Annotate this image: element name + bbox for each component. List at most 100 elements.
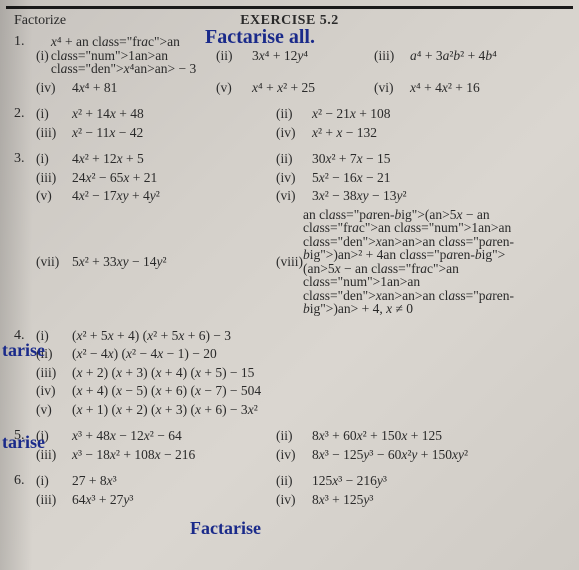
part-expression: x⁴ + an class="frac">an class="num">1an>… xyxy=(51,35,216,76)
part-key: (ii) xyxy=(276,474,312,488)
part-expression: 125x³ − 216y³ xyxy=(312,474,387,488)
part-key: (v) xyxy=(36,403,72,417)
part-expression: (x² + 5x + 4) (x² + 5x + 6) − 3 xyxy=(72,329,231,343)
question-number: 5. xyxy=(14,429,36,443)
part-expression: 4x² − 17xy + 4y² xyxy=(72,189,160,203)
question-part: (i)27 + 8x³ xyxy=(36,474,276,488)
part-key: (iv) xyxy=(36,384,72,398)
part-expression: 4x⁴ + 81 xyxy=(72,81,117,95)
question-number: 2. xyxy=(14,107,36,121)
question-number: 1. xyxy=(14,35,36,49)
question-part: (i)x⁴ + an class="frac">an class="num">1… xyxy=(36,35,216,76)
part-key: (vi) xyxy=(374,81,410,95)
part-expression: 24x² − 65x + 21 xyxy=(72,171,157,185)
question-part: (ii)(x² − 4x) (x² − 4x − 1) − 20 xyxy=(36,347,565,361)
part-expression: 3x² − 38xy − 13y² xyxy=(312,189,407,203)
part-expression: 8x³ − 125y³ − 60x²y + 150xy² xyxy=(312,448,468,462)
parts-container: (i)x³ + 48x − 12x² − 64(ii)8x³ + 60x² + … xyxy=(36,429,565,466)
part-key: (iii) xyxy=(36,366,72,380)
part-expression: x² − 11x − 42 xyxy=(72,126,143,140)
question-part: (viii)an class="paren-big">(an>5x − an c… xyxy=(276,208,526,316)
question-part: (ii)x² − 21x + 108 xyxy=(276,107,526,121)
question-part: (i)4x² + 12x + 5 xyxy=(36,152,276,166)
part-key: (iv) xyxy=(276,171,312,185)
part-key: (ii) xyxy=(216,49,252,63)
question-part: (ii)3x⁴ + 12y⁴ xyxy=(216,35,374,76)
part-key: (v) xyxy=(216,81,252,95)
part-key: (ii) xyxy=(276,107,312,121)
question-number: 6. xyxy=(14,474,36,488)
question-part: (iii)x² − 11x − 42 xyxy=(36,126,276,140)
part-key: (i) xyxy=(36,429,72,443)
part-expression: x³ + 48x − 12x² − 64 xyxy=(72,429,182,443)
part-expression: 27 + 8x³ xyxy=(72,474,117,488)
parts-container: (i)4x² + 12x + 5(ii)30x² + 7x − 15(iii)2… xyxy=(36,152,565,321)
top-rule xyxy=(6,6,573,9)
questions-container: 1.(i)x⁴ + an class="frac">an class="num"… xyxy=(14,35,565,511)
part-key: (iii) xyxy=(374,49,410,63)
question-number: 3. xyxy=(14,152,36,166)
part-expression: (x + 2) (x + 3) (x + 4) (x + 5) − 15 xyxy=(72,366,254,380)
part-expression: 64x³ + 27y³ xyxy=(72,493,133,507)
question-part: (iv)8x³ − 125y³ − 60x²y + 150xy² xyxy=(276,448,526,462)
part-expression: 4x² + 12x + 5 xyxy=(72,152,144,166)
question-part: (iv)4x⁴ + 81 xyxy=(36,81,216,95)
part-expression: 8x³ + 125y³ xyxy=(312,493,373,507)
part-key: (v) xyxy=(36,189,72,203)
part-key: (viii) xyxy=(276,255,303,269)
part-expression: 5x² − 16x − 21 xyxy=(312,171,391,185)
part-key: (iii) xyxy=(36,448,72,462)
part-key: (i) xyxy=(36,474,72,488)
question-part: (vii)5x² + 33xy − 14y² xyxy=(36,208,276,316)
part-expression: 30x² + 7x − 15 xyxy=(312,152,391,166)
part-key: (iv) xyxy=(276,448,312,462)
question-part: (iii)x³ − 18x² + 108x − 216 xyxy=(36,448,276,462)
part-expression: (x + 4) (x − 5) (x + 6) (x − 7) − 504 xyxy=(72,384,261,398)
part-key: (ii) xyxy=(276,429,312,443)
part-key: (iii) xyxy=(36,171,72,185)
part-expression: 3x⁴ + 12y⁴ xyxy=(252,49,308,63)
question-row: 5.(i)x³ + 48x − 12x² − 64(ii)8x³ + 60x² … xyxy=(14,429,565,466)
part-expression: x⁴ + x² + 25 xyxy=(252,81,315,95)
part-key: (iv) xyxy=(36,81,72,95)
question-part: (vi)x⁴ + 4x² + 16 xyxy=(374,81,549,95)
question-part: (i)(x² + 5x + 4) (x² + 5x + 6) − 3 xyxy=(36,329,565,343)
question-part: (i)x² + 14x + 48 xyxy=(36,107,276,121)
part-key: (ii) xyxy=(36,347,72,361)
question-part: (iii)a⁴ + 3a²b² + 4b⁴ xyxy=(374,35,549,76)
parts-container: (i)x² + 14x + 48(ii)x² − 21x + 108(iii)x… xyxy=(36,107,565,144)
part-key: (i) xyxy=(36,329,72,343)
part-expression: (x + 1) (x + 2) (x + 3) (x + 6) − 3x² xyxy=(72,403,258,417)
parts-container: (i)x⁴ + an class="frac">an class="num">1… xyxy=(36,35,565,99)
question-row: 2.(i)x² + 14x + 48(ii)x² − 21x + 108(iii… xyxy=(14,107,565,144)
question-part: (iii)64x³ + 27y³ xyxy=(36,493,276,507)
part-key: (i) xyxy=(36,107,72,121)
part-key: (iii) xyxy=(36,493,72,507)
question-part: (v)4x² − 17xy + 4y² xyxy=(36,189,276,203)
question-row: 1.(i)x⁴ + an class="frac">an class="num"… xyxy=(14,35,565,99)
part-expression: x² + x − 132 xyxy=(312,126,377,140)
question-part: (i)x³ + 48x − 12x² − 64 xyxy=(36,429,276,443)
question-row: 4.(i)(x² + 5x + 4) (x² + 5x + 6) − 3(ii)… xyxy=(14,329,565,422)
question-row: 6.(i)27 + 8x³(ii)125x³ − 216y³(iii)64x³ … xyxy=(14,474,565,511)
part-expression: x² + 14x + 48 xyxy=(72,107,144,121)
parts-container: (i)27 + 8x³(ii)125x³ − 216y³(iii)64x³ + … xyxy=(36,474,565,511)
question-part: (iii)24x² − 65x + 21 xyxy=(36,171,276,185)
question-part: (vi)3x² − 38xy − 13y² xyxy=(276,189,526,203)
part-key: (ii) xyxy=(276,152,312,166)
part-expression: (x² − 4x) (x² − 4x − 1) − 20 xyxy=(72,347,217,361)
question-part: (iv)8x³ + 125y³ xyxy=(276,493,526,507)
question-part: (v)x⁴ + x² + 25 xyxy=(216,81,374,95)
question-number: 4. xyxy=(14,329,36,343)
parts-container: (i)(x² + 5x + 4) (x² + 5x + 6) − 3(ii)(x… xyxy=(36,329,565,422)
question-row: 3.(i)4x² + 12x + 5(ii)30x² + 7x − 15(iii… xyxy=(14,152,565,321)
part-expression: an class="paren-big">(an>5x − an class="… xyxy=(303,208,526,316)
question-part: (iii)(x + 2) (x + 3) (x + 4) (x + 5) − 1… xyxy=(36,366,565,380)
part-key: (iv) xyxy=(276,493,312,507)
part-expression: 5x² + 33xy − 14y² xyxy=(72,255,167,269)
question-part: (ii)125x³ − 216y³ xyxy=(276,474,526,488)
part-key: (i) xyxy=(36,152,72,166)
part-key: (i) xyxy=(36,49,51,63)
handwriting-factorise: Factarise xyxy=(190,518,261,539)
part-expression: x² − 21x + 108 xyxy=(312,107,391,121)
